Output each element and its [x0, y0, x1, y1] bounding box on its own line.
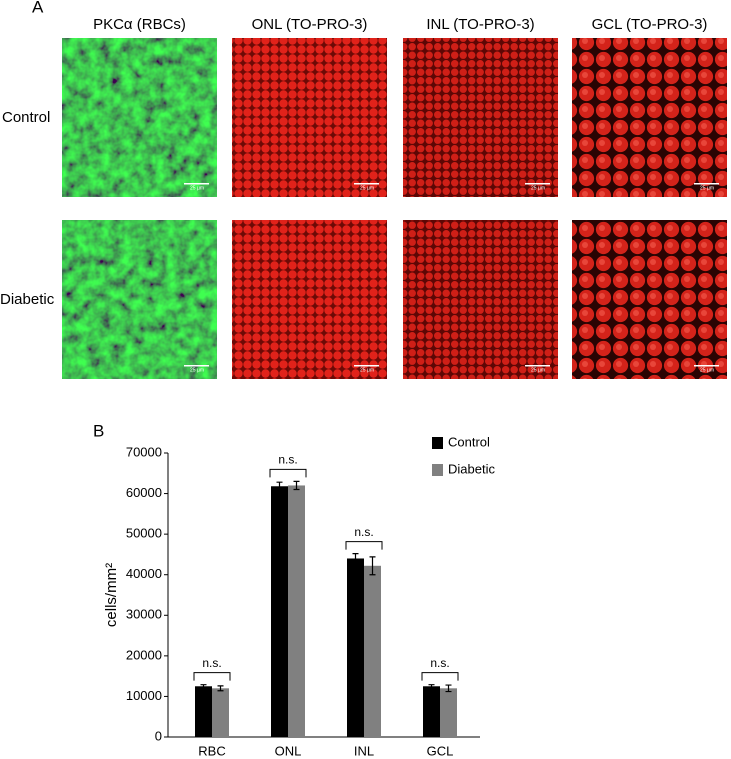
scale-bar [694, 365, 719, 367]
bar [271, 486, 288, 737]
micrograph [232, 38, 387, 197]
legend-label: Control [448, 434, 490, 449]
scale-bar [525, 183, 550, 185]
y-tick-label: 70000 [126, 444, 162, 459]
scale-label: 25 µm [190, 185, 204, 191]
error-bar [217, 685, 224, 692]
y-tick-label: 0 [155, 728, 162, 743]
error-bar [293, 480, 300, 491]
column-label: PKCα (RBCs) [93, 16, 186, 33]
legend-label: Diabetic [448, 461, 495, 476]
error-bar [428, 684, 435, 689]
micrograph [403, 220, 558, 379]
legend-swatch [432, 464, 443, 476]
bar [195, 686, 212, 737]
y-tick-label: 60000 [126, 485, 162, 500]
column-label: INL (TO-PRO-3) [426, 16, 534, 33]
micrograph [403, 38, 558, 197]
scale-label: 25 µm [360, 185, 374, 191]
micrograph [572, 220, 727, 379]
bar [364, 565, 381, 737]
micrograph [62, 38, 217, 197]
x-tick-label: RBC [198, 743, 225, 758]
scale-bar [354, 183, 379, 185]
x-tick-label: GCL [427, 743, 454, 758]
x-tick-label: ONL [275, 743, 302, 758]
annotation: n.s. [278, 453, 297, 467]
scale-label: 25 µm [700, 185, 714, 191]
micrograph [572, 38, 727, 197]
scale-label: 25 µm [360, 367, 374, 373]
micrograph [232, 220, 387, 379]
y-tick-label: 10000 [126, 688, 162, 703]
bar [347, 558, 364, 737]
scale-bar [184, 365, 209, 367]
scale-bar [525, 365, 550, 367]
panel-label: A [32, 0, 44, 16]
scale-label: 25 µm [190, 367, 204, 373]
annotation: n.s. [354, 525, 373, 539]
x-tick-label: INL [354, 743, 374, 758]
bar [288, 485, 305, 737]
scale-label: 25 µm [700, 367, 714, 373]
micrograph [62, 220, 217, 379]
error-bar [352, 553, 359, 564]
annotation: n.s. [430, 656, 449, 670]
bar-chart: 0 10000 20000 30000 40000 50000 60000 70000 RBC n… [126, 434, 496, 758]
y-tick-label: 40000 [126, 566, 162, 581]
significance-bracket [193, 672, 231, 681]
panel-label: B [93, 421, 104, 440]
significance-bracket [345, 541, 383, 550]
y-tick-label: 50000 [126, 526, 162, 541]
error-bar [276, 481, 283, 491]
legend-swatch [432, 437, 443, 449]
bar [423, 686, 440, 737]
row-label: Diabetic [0, 291, 55, 308]
y-tick-label: 30000 [126, 607, 162, 622]
bar [440, 688, 457, 737]
y-tick-label: 20000 [126, 647, 162, 662]
scale-bar [694, 183, 719, 185]
error-bar [200, 684, 207, 689]
error-bar [445, 684, 452, 693]
row-label: Control [2, 109, 50, 126]
scale-bar [354, 365, 379, 367]
scale-label: 25 µm [531, 367, 545, 373]
significance-bracket [269, 468, 307, 478]
y-axis-label: cells/mm² [103, 563, 120, 627]
scale-bar [184, 183, 209, 185]
error-bar [369, 556, 376, 576]
micrograph-grid: PKCα (RBCs) ONL (TO-PRO-3) INL (TO-PRO-3) G… [0, 16, 727, 379]
column-label: ONL (TO-PRO-3) [252, 16, 368, 33]
bar [212, 688, 229, 737]
significance-bracket [421, 672, 459, 681]
scale-label: 25 µm [531, 185, 545, 191]
column-label: GCL (TO-PRO-3) [592, 16, 708, 33]
annotation: n.s. [202, 656, 221, 670]
